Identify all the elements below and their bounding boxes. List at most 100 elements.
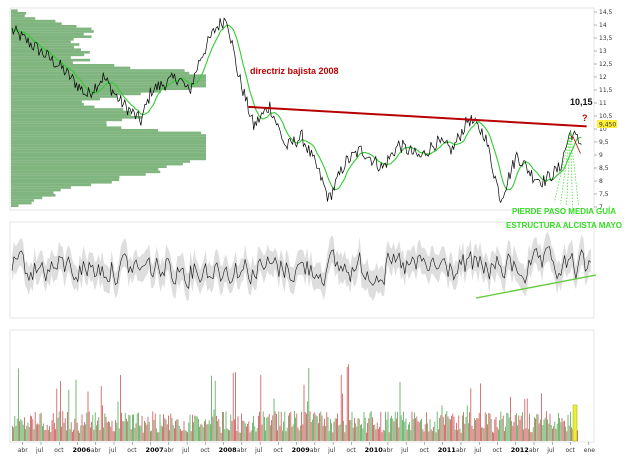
projection-line: [570, 131, 579, 206]
volume-profile-bar: [11, 66, 131, 70]
volume-bar: [219, 426, 221, 441]
volume-bar: [153, 420, 155, 441]
volume-bar: [136, 413, 138, 441]
volume-bar: [361, 423, 362, 441]
volume-bar: [164, 418, 166, 441]
volume-bar: [210, 424, 211, 441]
volume-bar: [294, 411, 295, 441]
volume-bar: [19, 421, 20, 441]
x-tick-label: abr: [456, 447, 466, 454]
volume-bar: [285, 431, 287, 441]
volume-bar: [325, 426, 326, 441]
volume-bar: [121, 412, 122, 441]
volume-bar: [67, 412, 68, 441]
volume-bar: [522, 412, 523, 441]
volume-bar: [134, 427, 136, 441]
trendline-bajista-2008: [248, 105, 587, 128]
volume-bar: [558, 413, 559, 441]
volume-bar: [354, 417, 355, 441]
volume-bar: [184, 430, 186, 441]
volume-profile-bar: [11, 92, 141, 96]
volume-profile-bar: [11, 108, 124, 111]
volume-profile-bar: [11, 204, 19, 207]
volume-profile-bar: [11, 32, 84, 36]
volume-bar: [565, 426, 566, 441]
volume-bar: [465, 416, 467, 441]
volume-bar: [480, 383, 481, 441]
volume-bar: [142, 432, 144, 441]
volume-bar: [201, 424, 203, 441]
volume-profile-bar: [11, 12, 27, 15]
x-tick-label: 2011: [438, 446, 457, 454]
volume-bar: [231, 421, 233, 441]
volume-bar: [457, 430, 458, 441]
volume-bar: [417, 421, 419, 441]
volume-bar: [320, 411, 322, 441]
volume-bar: [384, 430, 385, 441]
volume-bar: [404, 421, 406, 441]
oscillator-support-line: [475, 274, 597, 299]
volume-bar: [542, 425, 544, 441]
volume-bar: [26, 425, 28, 441]
volume-bar: [549, 413, 551, 441]
volume-bar: [535, 418, 536, 441]
volume-bar: [511, 421, 512, 441]
volume-profile-bar: [11, 152, 206, 155]
volume-profile-bar: [11, 35, 92, 38]
x-tick-label: oct: [492, 447, 502, 454]
volume-bar: [92, 415, 94, 441]
volume-bar: [220, 432, 222, 441]
volume-profile-bar: [11, 22, 62, 25]
volume-profile-bar: [11, 79, 206, 83]
volume-bar: [114, 431, 115, 441]
volume-bar: [387, 412, 389, 441]
volume-profile-bar: [11, 17, 36, 20]
volume-bar: [268, 414, 270, 441]
volume-bar: [76, 422, 78, 441]
oscillator-series: [11, 246, 592, 289]
volume-bar: [228, 429, 229, 441]
volume-bar: [146, 424, 148, 441]
volume-bar: [147, 416, 149, 441]
y-tick-label: 14,5: [599, 9, 613, 16]
volume-bar: [290, 411, 292, 441]
volume-bar: [60, 381, 61, 441]
last-price-badge: [597, 120, 617, 128]
volume-bar: [148, 422, 150, 441]
volume-bar: [487, 424, 488, 441]
volume-bar: [372, 417, 373, 441]
volume-bar: [82, 425, 84, 441]
volume-bar: [418, 422, 420, 441]
volume-bar: [56, 388, 58, 441]
volume-bar: [50, 432, 52, 441]
volume-bar: [324, 418, 325, 441]
volume-profile-bar: [11, 173, 146, 176]
volume-bar: [115, 420, 116, 441]
volume-bar: [183, 421, 185, 441]
volume-profile-bar: [11, 155, 206, 158]
volume-bar: [471, 425, 473, 441]
volume-profile-bar: [11, 118, 123, 122]
volume-bar: [477, 418, 479, 441]
volume-bar: [145, 422, 146, 441]
volume-profile-bar: [11, 56, 71, 59]
volume-bar: [518, 415, 520, 441]
x-tick-label: abr: [529, 447, 539, 454]
volume-bar: [337, 413, 338, 441]
volume-bar: [315, 415, 317, 441]
volume-profile-bar: [11, 9, 18, 12]
volume-bar: [180, 429, 181, 441]
volume-bar: [116, 422, 118, 441]
volume-profile-bar: [11, 121, 107, 124]
x-tick-label: abr: [91, 447, 101, 454]
volume-bar: [206, 424, 208, 441]
volume-bar: [238, 432, 240, 441]
volume-bar: [436, 411, 438, 441]
volume-bar: [481, 427, 482, 441]
volume-bar: [120, 375, 121, 441]
volume-bar: [409, 422, 410, 441]
volume-bar: [189, 414, 191, 441]
volume-bar: [132, 414, 133, 441]
volume-bar: [462, 415, 463, 441]
volume-profile-bar: [11, 136, 206, 140]
